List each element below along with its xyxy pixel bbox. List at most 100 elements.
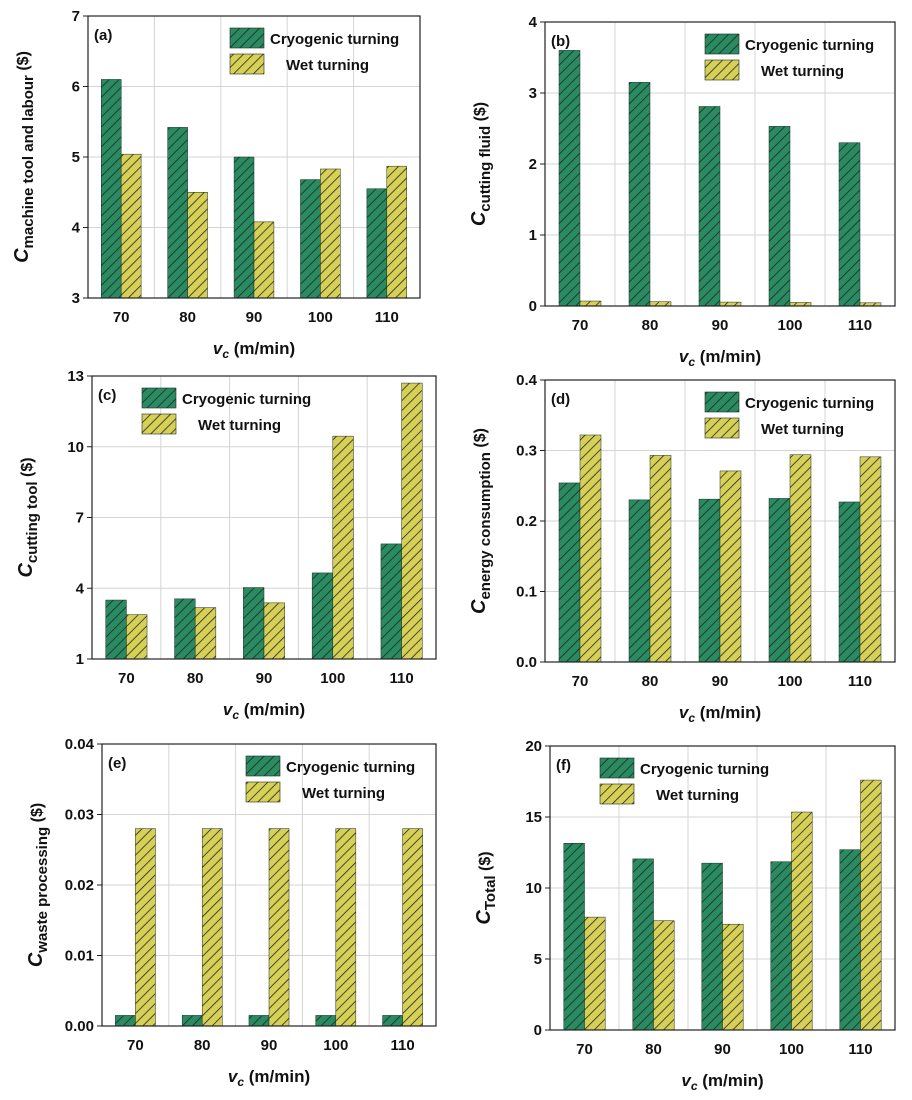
panel-label: (b) [551, 33, 570, 50]
y-axis-unit: ($) [472, 428, 489, 452]
x-axis-subscript: c [237, 1075, 244, 1089]
y-tick-label: 20 [525, 738, 542, 755]
bar-wet-turning-100 [791, 811, 813, 1031]
bar-wet-turning-90 [263, 602, 285, 660]
x-axis-symbol: v [223, 700, 234, 719]
bar-cryogenic-turning-100 [768, 498, 791, 663]
x-tick-label: 100 [779, 1041, 804, 1058]
y-tick-label: 0.0 [516, 654, 537, 671]
bar-cryogenic-turning-100 [300, 179, 321, 299]
y-tick-label: 7 [72, 8, 80, 25]
bar-cryogenic-turning-100 [768, 126, 791, 307]
x-tick-label: 100 [320, 670, 345, 687]
x-axis-symbol: v [213, 339, 224, 358]
bar-cryogenic-turning-100 [770, 861, 792, 1031]
y-axis-subscript: energy consumption [477, 452, 494, 600]
bar-wet-turning-80 [653, 920, 675, 1031]
bar-cryogenic-turning-100 [311, 572, 334, 660]
bar-cryogenic-turning-80 [174, 598, 196, 660]
x-axis-subscript: c [691, 1079, 698, 1093]
y-axis-unit: ($) [29, 803, 46, 827]
legend: Cryogenic turning Wet turning [141, 387, 311, 435]
x-tick-label: 70 [127, 1037, 144, 1054]
bar-cryogenic-turning-80 [632, 858, 654, 1031]
y-tick-label: 10 [525, 880, 542, 897]
bar-cryogenic-turning-110 [380, 543, 402, 660]
y-tick-label: 4 [529, 14, 538, 31]
bar-wet-turning-70 [135, 828, 156, 1027]
y-tick-label: 0.3 [516, 443, 537, 460]
bar-wet-turning-110 [860, 779, 882, 1031]
y-tick-label: 0.02 [65, 877, 94, 894]
bar-wet-turning-70 [579, 300, 602, 307]
legend-label-cryogenic-turning: Cryogenic turning [640, 761, 769, 778]
x-axis-subscript: c [688, 711, 695, 725]
y-axis-subscript: cutting tool [24, 481, 41, 563]
bar-wet-turning-90 [268, 828, 290, 1027]
y-tick-label: 0 [534, 1022, 542, 1039]
bar-cryogenic-turning-90 [701, 862, 723, 1031]
bar-wet-turning-110 [402, 828, 423, 1027]
bar-cryogenic-turning-80 [628, 499, 651, 663]
panel-e: 0.00 0.01 0.02 0.03 0.04 70 80 90 100 110 vc (m/mi… [25, 736, 437, 1089]
legend-swatch-wet-turning [599, 783, 635, 805]
x-axis-unit: (m/min) [239, 700, 305, 719]
bar-wet-turning-100 [332, 435, 354, 660]
y-tick-label: 0.00 [65, 1018, 94, 1035]
y-axis-unit: ($) [472, 102, 489, 126]
bar-cryogenic-turning-80 [628, 82, 651, 307]
x-axis-unit: (m/min) [698, 1071, 764, 1090]
x-axis-subscript: c [232, 708, 239, 722]
bar-wet-turning-100 [789, 454, 812, 663]
x-axis-label: vc (m/min) [679, 347, 761, 369]
y-axis-symbol: C [25, 952, 47, 967]
x-tick-label: 110 [848, 673, 872, 690]
bar-wet-turning-80 [194, 607, 217, 660]
x-tick-label: 70 [572, 317, 589, 334]
x-axis-label: vc (m/min) [223, 700, 305, 722]
bar-wet-turning-110 [859, 456, 882, 663]
y-axis-symbol: C [15, 563, 37, 578]
legend-label-wet-turning: Wet turning [761, 63, 844, 80]
panel-d: 0.0 0.1 0.2 0.3 0.4 70 80 90 100 110 vc (m/min) Cen… [468, 372, 896, 725]
y-axis-label: Cmachine tool and labour ($) [11, 51, 37, 263]
y-tick-label: 0.1 [516, 584, 537, 601]
legend: Cryogenic turning Wet turning [245, 755, 415, 803]
x-tick-label: 110 [375, 309, 399, 326]
x-tick-label: 80 [194, 1037, 211, 1054]
bar-cryogenic-turning-70 [101, 79, 122, 299]
bar-wet-turning-90 [719, 470, 742, 663]
bar-cryogenic-turning-110 [382, 1015, 403, 1027]
legend-label-cryogenic-turning: Cryogenic turning [270, 31, 399, 48]
x-axis-subscript: c [222, 347, 229, 361]
y-tick-label: 1 [529, 227, 537, 244]
panel-c: 1 4 7 10 13 70 80 90 100 110 vc (m/min) Ccutting to… [15, 368, 437, 722]
x-tick-label: 70 [572, 673, 589, 690]
y-axis-symbol: C [11, 248, 33, 263]
legend-swatch-wet-turning [704, 59, 740, 81]
x-axis-label: vc (m/min) [679, 703, 761, 725]
bar-wet-turning-70 [579, 434, 602, 663]
bar-wet-turning-110 [386, 165, 407, 299]
y-tick-label: 5 [72, 149, 80, 166]
bar-cryogenic-turning-90 [243, 587, 265, 660]
bar-cryogenic-turning-70 [558, 482, 581, 663]
bar-cryogenic-turning-70 [563, 843, 585, 1031]
legend: Cryogenic turning Wet turning [599, 757, 769, 805]
legend-swatch-cryogenic-turning [245, 755, 281, 777]
panel-label: (c) [98, 387, 116, 404]
y-axis-label: Ccutting fluid ($) [468, 102, 494, 226]
panel-b: 0 1 2 3 4 70 80 90 100 110 vc (m/min) Ccutting flui… [468, 14, 896, 369]
bar-cryogenic-turning-70 [105, 599, 127, 660]
bar-wet-turning-100 [335, 828, 357, 1027]
x-tick-label: 80 [642, 317, 659, 334]
x-tick-label: 80 [642, 673, 659, 690]
legend-swatch-wet-turning [141, 413, 177, 435]
bar-wet-turning-70 [584, 916, 606, 1031]
x-tick-label: 100 [777, 673, 802, 690]
x-tick-label: 90 [256, 670, 273, 687]
y-axis-unit: ($) [477, 851, 494, 875]
y-tick-label: 7 [76, 510, 84, 527]
x-tick-label: 70 [576, 1041, 593, 1058]
bar-wet-turning-90 [722, 923, 744, 1031]
